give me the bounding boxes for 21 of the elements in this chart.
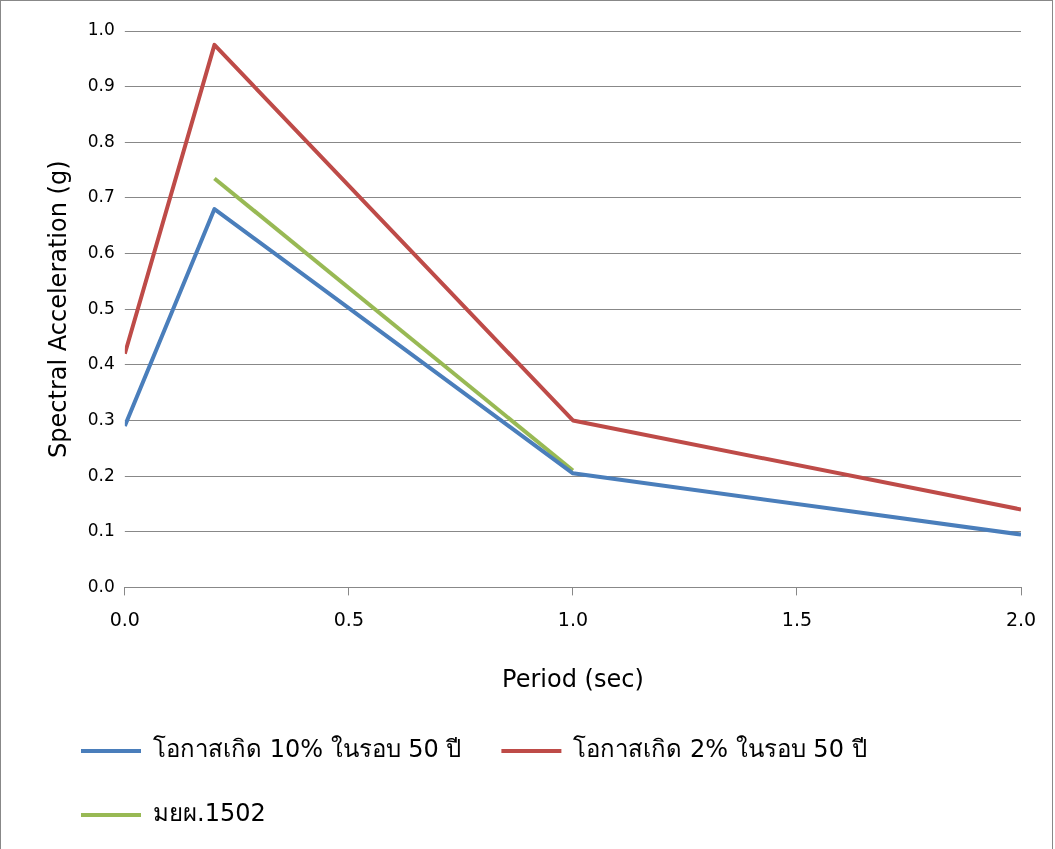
x-axis-title: Period (sec) (502, 664, 644, 693)
y-axis-title: Spectral Acceleration (g) (43, 160, 72, 458)
x-tick-label: 2.0 (1005, 607, 1037, 630)
legend-label: โอกาสเกิด 10% ในรอบ 50 ปี (153, 735, 462, 764)
legend-label: มยผ.1502 (153, 799, 266, 828)
y-tick-label: 0.8 (87, 130, 115, 151)
y-tick-label: 1.0 (87, 19, 115, 40)
x-tick-label: 1.5 (781, 607, 813, 630)
y-tick-label: 0.1 (87, 520, 115, 541)
y-tick-label: 0.7 (87, 186, 115, 207)
y-tick-label: 0.3 (87, 408, 115, 429)
x-tick-label: 0.5 (333, 607, 364, 630)
legend-label: โอกาสเกิด 2% ในรอบ 50 ปี (573, 735, 867, 764)
y-tick-label: 0.2 (87, 464, 115, 485)
y-tick-label: 0.6 (87, 241, 115, 262)
y-tick-label: 0.4 (87, 353, 115, 374)
x-tick-label: 0.0 (109, 607, 140, 630)
y-tick-label: 0.5 (87, 297, 115, 318)
x-tick-label: 1.0 (557, 607, 589, 630)
y-tick-label: 0.0 (87, 575, 115, 596)
y-tick-label: 0.9 (87, 75, 115, 96)
